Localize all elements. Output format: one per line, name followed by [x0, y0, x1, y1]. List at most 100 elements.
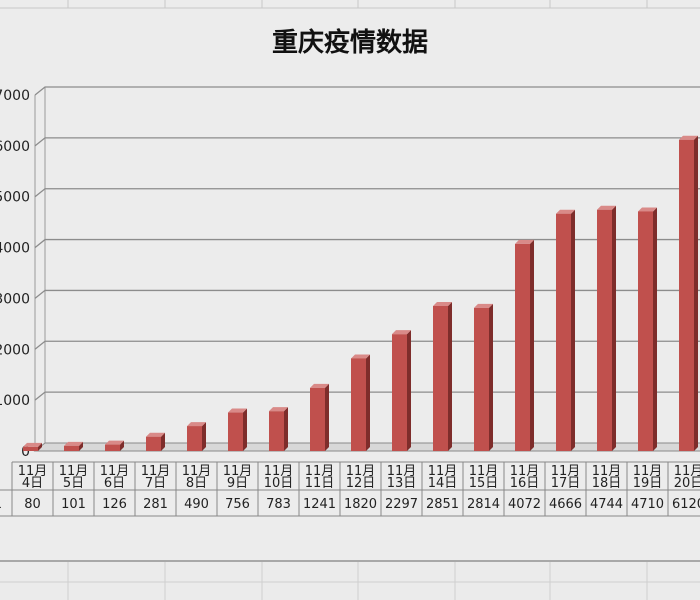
- data-value: 2297: [385, 497, 418, 512]
- category-label: 12日: [346, 476, 376, 491]
- bar-side: [243, 408, 247, 451]
- bar-side: [120, 440, 124, 451]
- category-label: 11月: [633, 464, 663, 479]
- category-label: 19日: [633, 476, 663, 491]
- y-tick-label: 5000: [0, 190, 30, 206]
- category-label: 11月: [428, 464, 458, 479]
- category-label: 18日: [592, 476, 622, 491]
- bar-front: [105, 444, 120, 451]
- bar: [351, 354, 370, 451]
- bar-top: [146, 432, 165, 437]
- bar-side: [202, 422, 206, 451]
- bar-side: [653, 207, 657, 451]
- bar: [23, 442, 42, 451]
- category-label: 5日: [63, 476, 84, 491]
- bar-top: [474, 303, 493, 308]
- category-label: 11月: [346, 464, 376, 479]
- gridline: [34, 137, 700, 147]
- y-tick-label: 7000: [0, 88, 30, 104]
- y-tick-label: 6000: [0, 139, 30, 155]
- bar-top: [228, 408, 247, 413]
- bar: [228, 408, 247, 451]
- category-label: 11月: [59, 464, 89, 479]
- bar-front: [597, 209, 612, 451]
- bar-front: [474, 307, 489, 451]
- category-label: 11月: [592, 464, 622, 479]
- category-label: 11月: [469, 464, 499, 479]
- bar-top: [679, 135, 698, 140]
- bar-side: [366, 354, 370, 451]
- category-label: 11月: [141, 464, 171, 479]
- data-value: 4666: [549, 497, 582, 512]
- y-tick-label: 0: [21, 444, 30, 460]
- gridline: [34, 86, 700, 96]
- category-label: 11月: [305, 464, 335, 479]
- bar: [597, 205, 616, 451]
- data-value: 4072: [508, 497, 541, 512]
- bar-side: [530, 239, 534, 451]
- category-label: 14日: [428, 476, 458, 491]
- bar-front: [146, 436, 161, 451]
- category-label: 11月: [387, 464, 417, 479]
- bar-top: [23, 442, 42, 447]
- data-value: 281: [143, 497, 168, 512]
- category-label: 16日: [510, 476, 540, 491]
- data-value: 6120: [672, 497, 700, 512]
- data-value: 1241: [303, 497, 336, 512]
- bar-top: [310, 383, 329, 388]
- bar-side: [161, 432, 165, 451]
- bar-top: [433, 302, 452, 307]
- data-value: 490: [184, 497, 209, 512]
- bar-top: [351, 354, 370, 359]
- data-value: 756: [225, 497, 250, 512]
- data-value: 4744: [590, 497, 623, 512]
- gridline: [34, 391, 700, 401]
- data-value: 783: [266, 497, 291, 512]
- bar-front: [556, 213, 571, 451]
- category-label: 6日: [104, 476, 125, 491]
- bar-side: [612, 205, 616, 451]
- bar-front: [392, 334, 407, 451]
- bar-front: [310, 387, 325, 451]
- bar: [433, 302, 452, 451]
- data-value: 1820: [344, 497, 377, 512]
- bar-side: [694, 135, 698, 452]
- gridline: [34, 289, 700, 299]
- bar-front: [23, 446, 38, 451]
- bar: [269, 407, 288, 451]
- bar-side: [571, 209, 575, 451]
- category-label: 11月: [18, 464, 48, 479]
- bar-front: [351, 358, 366, 451]
- category-label: 4日: [22, 476, 43, 491]
- series-row-header: 1: [0, 497, 2, 512]
- bar: [105, 440, 124, 451]
- data-value: 2851: [426, 497, 459, 512]
- y-tick-label: 3000: [0, 291, 30, 307]
- bar-front: [64, 445, 79, 451]
- category-label: 13日: [387, 476, 417, 491]
- category-label: 17日: [551, 476, 581, 491]
- category-label: 20日: [674, 476, 700, 491]
- category-label: 10日: [264, 476, 294, 491]
- bar: [638, 207, 657, 451]
- bar-top: [638, 207, 657, 212]
- category-label: 11月: [510, 464, 540, 479]
- bar-top: [597, 205, 616, 210]
- y-tick-label: 4000: [0, 241, 30, 257]
- data-value: 80: [24, 497, 41, 512]
- gridline: [34, 238, 700, 249]
- bar-side: [38, 442, 42, 451]
- bar: [556, 209, 575, 451]
- category-label: 11月: [223, 464, 253, 479]
- bar: [515, 239, 534, 451]
- bar-top: [105, 440, 124, 445]
- data-value: 4710: [631, 497, 664, 512]
- bar: [392, 330, 411, 451]
- bar-top: [556, 209, 575, 214]
- bar-side: [284, 407, 288, 451]
- bar-side: [79, 441, 83, 451]
- bar: [679, 135, 698, 452]
- bar-front: [228, 412, 243, 451]
